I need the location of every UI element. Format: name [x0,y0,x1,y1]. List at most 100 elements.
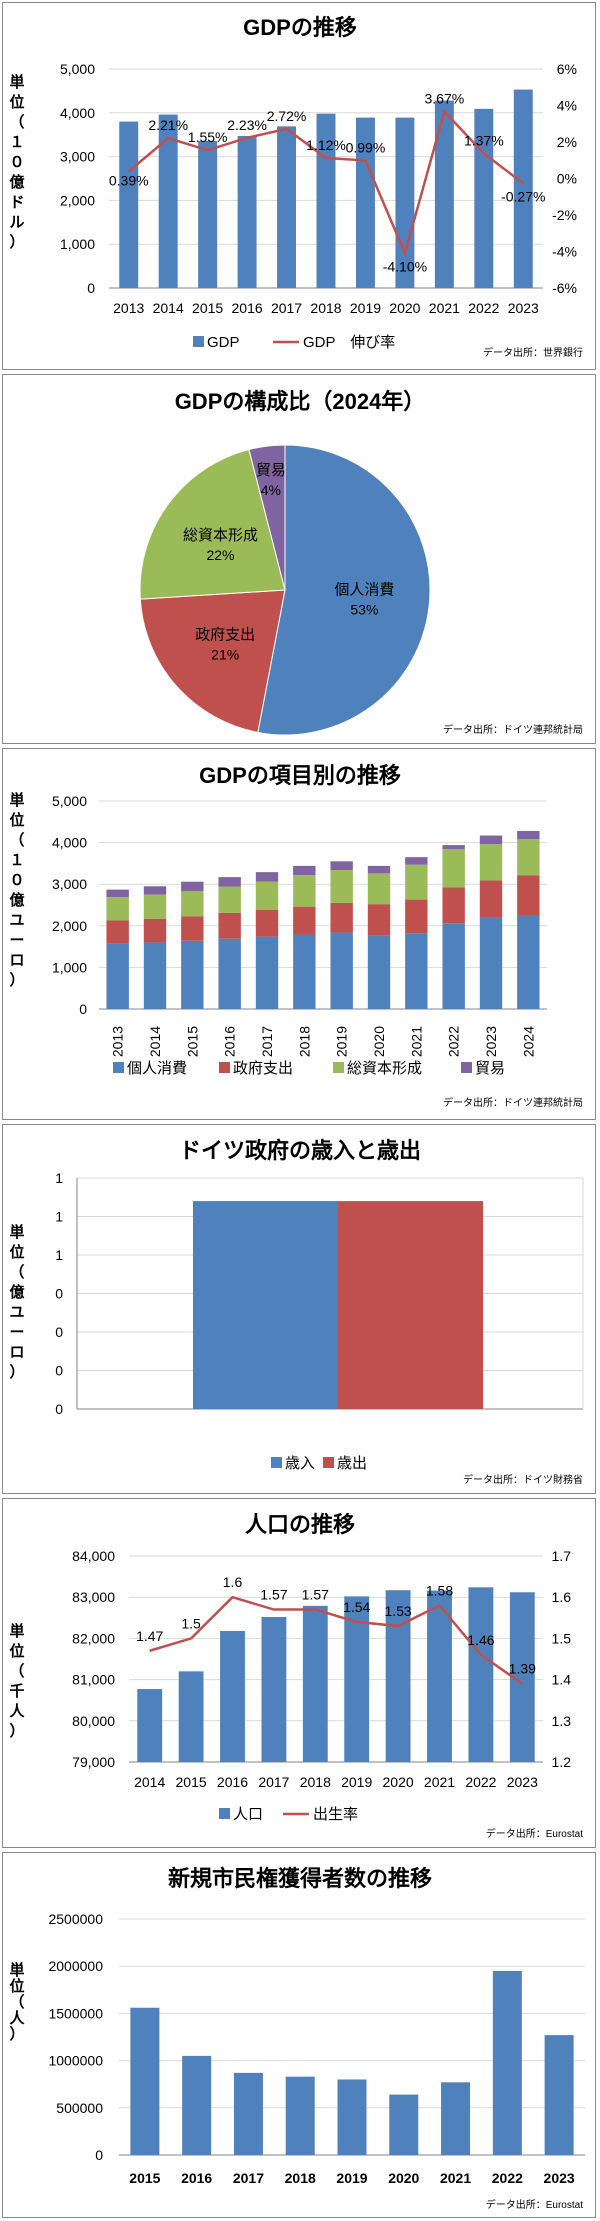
y2-tick-label: 4% [557,98,577,114]
stacked-bar-segment [106,943,129,1009]
y-tick-label: 1,000 [60,236,95,252]
x-tick-label: 2021 [440,2170,471,2186]
stacked-bar-segment [255,909,279,937]
y-axis-title-char: ー [9,1324,24,1341]
data-label: 1.55% [188,129,228,145]
bar [513,89,533,288]
stacked-bar-segment [218,886,241,913]
slice-value-label: 21% [211,647,239,663]
y-tick-label: 4,000 [52,835,87,851]
x-tick-label: 2023 [544,2170,575,2186]
population-panel: 人口の推移単位 （ 千人 ） 79,000 80,000 81,000 82,000 83,00… [2,1498,596,1848]
data-label: 0.99% [346,139,386,155]
y2-tick-label: 0% [557,171,577,187]
y2-tick-label: 1.2 [552,1754,572,1770]
stacked-bar-segment [143,918,167,943]
bar [337,2079,367,2155]
data-label: -4.10% [383,258,427,274]
y-axis-title-char: ー [9,932,24,949]
y-axis-title-char: ） [9,1722,24,1740]
gdp-composition-panel: GDPの構成比（2024年） 個人消費 53% 政府支出 21% 総資本形成 22% 貿易 4%… [2,374,596,744]
legend-label: 貿易 [475,1060,505,1077]
x-tick-label: 2020 [388,2170,419,2186]
source-note: データ出所：世界銀行 [483,346,583,359]
x-tick-label: 2023 [483,1026,499,1057]
legend-swatch [219,1808,230,1819]
y-axis-title-char: 位 [9,1243,24,1261]
y-tick-label: 2,000 [52,918,87,934]
bar [544,2035,574,2155]
data-label: 1.39 [509,1661,536,1677]
x-tick-label: 2018 [285,2170,316,2186]
y-tick-label: 1,000 [52,959,87,975]
y-axis-title: 単位 （ １ ０ 億ドル ） [9,73,24,251]
slice-name-label: 政府支出 [195,627,255,644]
stacked-bar-segment [442,849,465,888]
legend-label: 出生率 [313,1806,358,1823]
data-label: 1.37% [464,132,504,148]
stacked-bar-segment [442,887,465,924]
data-label: -0.27% [501,188,545,204]
y-tick-label: 2500000 [48,1911,103,1927]
bar [137,1689,163,1762]
stacked-bar-segment [293,934,316,1009]
bar [427,1590,452,1762]
slice-value-label: 22% [206,547,234,563]
stacked-bar-segment [255,881,279,910]
data-label: 1.53 [384,1603,411,1619]
data-label: 1.46 [467,1632,494,1648]
slice-name-label: 個人消費 [334,582,394,599]
x-tick-label: 2019 [334,1026,350,1057]
y-axis-title-char: 単 [9,791,24,809]
x-tick-label: 2020 [383,1774,414,1790]
stacked-bar-segment [367,865,391,874]
data-label: 1.6 [223,1574,243,1590]
x-tick-label: 2023 [507,1774,538,1790]
x-tick-label: 2016 [217,1774,248,1790]
y2-tick-label: 1.3 [552,1713,572,1729]
y-tick-label: 0 [55,1286,63,1302]
bar [474,108,494,288]
x-tick-label: 2017 [233,2170,264,2186]
y-axis-title-char: 億 [9,173,24,191]
slice-value-label: 53% [350,602,378,618]
legend-swatch [193,336,204,347]
bar [277,126,297,289]
x-tick-label: 2019 [341,1774,372,1790]
y-axis-title-char: 億 [9,891,24,909]
y-axis-title: 単位（人） [9,1961,25,2043]
stacked-bar-segment [330,870,353,903]
data-label: 1.54 [343,1599,370,1615]
data-label: 1.5 [181,1615,201,1631]
bar [119,121,139,288]
bar [237,136,257,288]
x-tick-label: 2017 [258,1774,289,1790]
stacked-bar-segment [405,899,428,934]
x-tick-label: 2013 [113,300,144,316]
y2-tick-label: 1.5 [552,1630,572,1646]
data-label: 2.72% [267,108,307,124]
chart-title: 新規市民権獲得者数の推移 [168,1866,432,1891]
stacked-bar-segment [181,881,204,892]
y-axis-title-char: 単 [9,73,24,91]
gov-revenue-panel: ドイツ政府の歳入と歳出単位 （ 億ユーロ ） 0 0 0 0 1 1 1 歳入 歳出 データ出所：ドイツ財… [2,1124,596,1494]
x-tick-label: 2022 [492,2170,523,2186]
y-tick-label: 0 [55,1401,63,1417]
y-tick-label: 1000000 [48,2053,103,2069]
y-tick-label: 0 [95,2147,103,2163]
x-tick-label: 2019 [350,300,381,316]
x-tick-label: 2014 [147,1026,163,1057]
slice-name-label: 総資本形成 [183,527,258,544]
x-tick-label: 2016 [222,1026,238,1057]
stacked-bar-segment [517,839,540,876]
bar [182,2055,212,2155]
line-series [149,1595,524,1685]
chart-title: GDPの構成比（2024年） [175,389,426,414]
y-tick-label: 84,000 [72,1548,115,1564]
legend-label: 歳入 [285,1455,315,1472]
x-tick-label: 2022 [468,300,499,316]
stacked-bar-segment [218,938,241,1009]
y-axis-title-char: ユ [9,912,24,929]
